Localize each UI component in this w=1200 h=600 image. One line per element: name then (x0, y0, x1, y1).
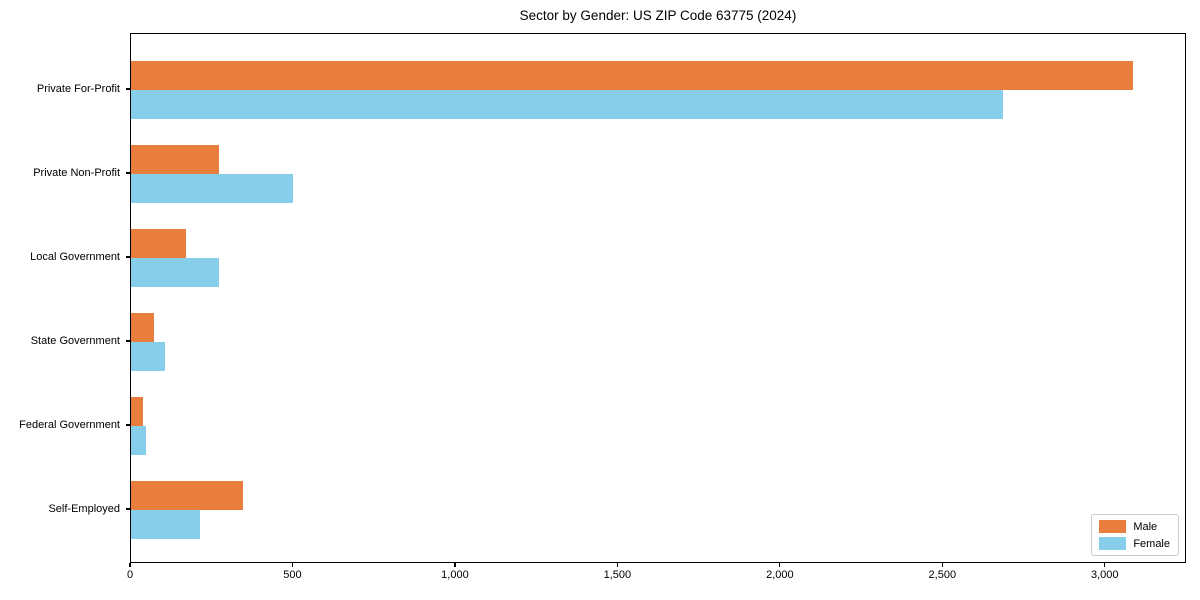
xtick-mark (291, 563, 294, 567)
ytick-label-local-government: Local Government (30, 251, 120, 263)
plot-area: Male Female (130, 33, 1186, 563)
legend-label-male: Male (1133, 520, 1158, 533)
ytick-label-self-employed: Self-Employed (48, 503, 120, 515)
bar-female-federal-government (131, 426, 146, 455)
legend-entry-female: Female (1099, 537, 1170, 550)
xtick-label-2-000: 2,000 (766, 569, 794, 581)
xtick-mark (129, 563, 131, 567)
bar-male-private-for-profit (131, 61, 1134, 90)
bar-female-local-government (131, 258, 219, 287)
bar-female-self-employed (131, 510, 200, 539)
bar-female-private-for-profit (131, 90, 1004, 119)
xtick-label-0: 0 (126, 569, 134, 581)
bar-male-self-employed (131, 481, 243, 510)
bar-male-private-non-profit (131, 145, 219, 174)
xtick-label-3-000: 3,000 (1091, 569, 1119, 581)
legend-entry-male: Male (1099, 520, 1170, 533)
bar-male-federal-government (131, 397, 144, 426)
xtick-mark (941, 563, 943, 567)
ytick-mark (126, 256, 130, 258)
xtick-label-2-500: 2,500 (928, 569, 957, 581)
legend-swatch-female (1099, 537, 1127, 550)
legend: Male Female (1091, 514, 1179, 556)
bar-male-state-government (131, 313, 155, 342)
ytick-mark (126, 340, 130, 342)
legend-label-female: Female (1133, 537, 1170, 550)
legend-swatch-male (1099, 520, 1127, 533)
ytick-label-private-non-profit: Private Non-Profit (33, 167, 120, 179)
ytick-label-private-for-profit: Private For-Profit (36, 83, 120, 95)
xtick-label-1-500: 1,500 (603, 569, 632, 581)
ytick-mark (126, 172, 130, 174)
bar-female-private-non-profit (131, 174, 294, 203)
chart-title: Sector by Gender: US ZIP Code 63775 (202… (519, 8, 797, 23)
bar-female-state-government (131, 342, 166, 371)
ytick-mark (126, 424, 130, 426)
ytick-mark (126, 88, 130, 90)
xtick-mark (1104, 563, 1106, 567)
xtick-mark (454, 563, 456, 567)
xtick-label-500: 500 (283, 569, 302, 581)
ytick-mark (126, 508, 130, 510)
ytick-label-federal-government: Federal Government (19, 419, 120, 431)
xtick-mark (779, 563, 781, 567)
xtick-label-1-000: 1,000 (441, 569, 469, 581)
bar-male-local-government (131, 229, 187, 258)
ytick-label-state-government: State Government (30, 335, 120, 347)
xtick-mark (616, 563, 618, 567)
